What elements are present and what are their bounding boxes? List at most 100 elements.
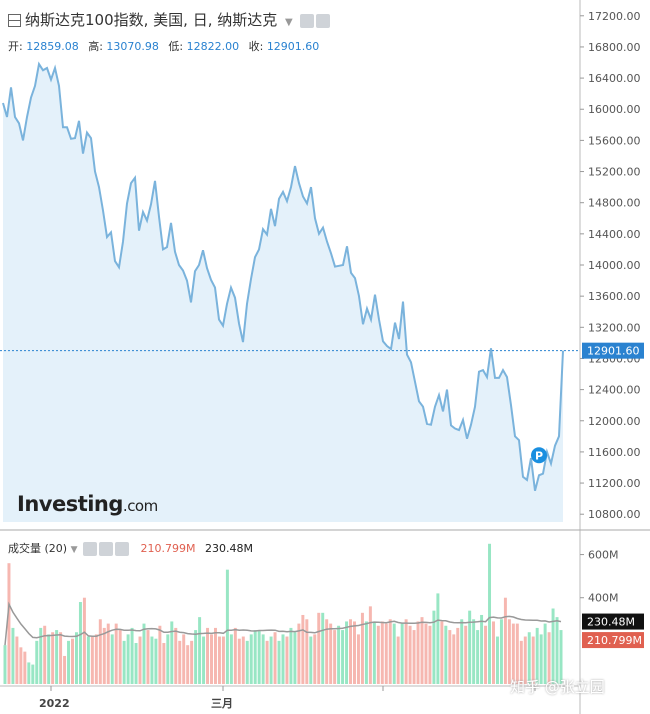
volume-bar [142, 623, 146, 684]
volume-bar [71, 638, 74, 684]
high-value: 13070.98 [106, 40, 159, 53]
event-marker-label: P [535, 449, 543, 462]
vol-tick-label: 400M [588, 592, 619, 605]
volume-bar [480, 614, 484, 684]
volume-bar [126, 634, 130, 684]
volume-bar [261, 634, 265, 684]
x-tick-label: 三月 [211, 697, 233, 710]
volume-bar [118, 630, 122, 684]
volume-bar [368, 606, 372, 684]
volume-bar [47, 634, 51, 684]
volume-bar [217, 636, 221, 684]
volume-bar [523, 636, 527, 684]
volume-bar [285, 636, 289, 684]
volume-bar [484, 625, 488, 684]
volume-bar [269, 636, 273, 684]
collapse-icon[interactable] [8, 14, 21, 27]
volume-bar [213, 627, 217, 684]
y-tick-label: 17200.00 [588, 10, 641, 23]
settings-icon[interactable] [315, 13, 330, 28]
volume-bar [424, 623, 428, 684]
volume-bar [376, 625, 380, 684]
open-value: 12859.08 [26, 40, 79, 53]
volume-bar [202, 636, 206, 684]
volume-bar [333, 630, 337, 684]
volume-bar [281, 634, 285, 684]
volume-bar [35, 640, 39, 684]
volume-header: 成交量 (20) ▼ 210.799M 230.48M [8, 540, 253, 556]
low-value: 12822.00 [186, 40, 240, 53]
volume-bar [488, 543, 492, 684]
volume-bar [372, 621, 376, 684]
y-tick-label: 11200.00 [588, 477, 641, 490]
volume-bar [507, 619, 511, 684]
volume-bar [23, 651, 27, 684]
volume-bar [74, 632, 78, 684]
volume-bar [134, 643, 138, 684]
low-label: 低 [168, 40, 180, 53]
eye-icon[interactable] [83, 542, 97, 556]
eye-icon[interactable] [299, 13, 314, 28]
volume-bar [345, 621, 349, 684]
settings-icon[interactable] [99, 542, 113, 556]
vol-tag [582, 632, 644, 649]
volume-bar [428, 625, 432, 684]
volume-bar [67, 640, 71, 684]
vol-ma-tag [582, 613, 644, 630]
volume-bar [551, 608, 555, 684]
volume-bar [59, 632, 63, 684]
open-label: 开 [8, 40, 19, 53]
volume-bar [190, 640, 194, 684]
volume-bar [225, 569, 229, 684]
volume-bar [527, 632, 531, 684]
volume-bar [249, 634, 253, 684]
x-tick-label: 2022 [39, 697, 70, 710]
volume-bar [245, 640, 249, 684]
volume-bar [309, 636, 313, 684]
volume-ma-value: 230.48M [204, 542, 253, 555]
volume-bar [535, 627, 539, 684]
volume-bar [63, 655, 67, 684]
y-tick-label: 16800.00 [588, 41, 641, 54]
volume-bar [257, 630, 261, 684]
volume-bar [460, 619, 464, 684]
volume-bar [110, 634, 114, 684]
volume-bar [408, 625, 412, 684]
volume-bar [78, 602, 82, 684]
volume-bar [7, 563, 11, 684]
volume-bar [543, 623, 547, 684]
volume-bar [444, 625, 448, 684]
volume-bar [400, 623, 404, 684]
volume-bar [154, 638, 158, 684]
vol-ma-tag-label: 230.48M [587, 616, 635, 629]
close-icon[interactable] [115, 542, 129, 556]
volume-bar [364, 621, 368, 684]
volume-bar [448, 630, 452, 684]
volume-bar [492, 621, 495, 684]
y-tick-label: 13600.00 [588, 290, 641, 303]
y-tick-label: 16400.00 [588, 72, 641, 85]
volume-bar [206, 627, 210, 684]
volume-bar [194, 630, 198, 684]
close-value: 12901.60 [266, 40, 320, 53]
volume-bar [82, 597, 86, 684]
volume-bar [273, 632, 277, 684]
close-label: 收 [248, 40, 260, 53]
volume-bar [464, 625, 468, 684]
volume-bar [404, 619, 408, 684]
chart-title: 纳斯达克100指数, 美国, 日, 纳斯达克 ▼ [8, 9, 330, 30]
y-tick-label: 14000.00 [588, 259, 641, 272]
volume-bar [321, 612, 325, 684]
volume-bar [170, 621, 174, 684]
volume-ma-line [4, 601, 562, 646]
volume-bar [158, 625, 162, 684]
volume-bar [221, 636, 225, 684]
volume-bar [472, 619, 476, 684]
y-tick-label: 16000.00 [588, 103, 641, 116]
volume-bar [559, 630, 563, 684]
y-tick-label: 11600.00 [588, 446, 641, 459]
dropdown-icon[interactable]: ▼ [285, 17, 293, 28]
dropdown-icon[interactable]: ▼ [70, 545, 78, 555]
volume-bar [396, 636, 400, 684]
